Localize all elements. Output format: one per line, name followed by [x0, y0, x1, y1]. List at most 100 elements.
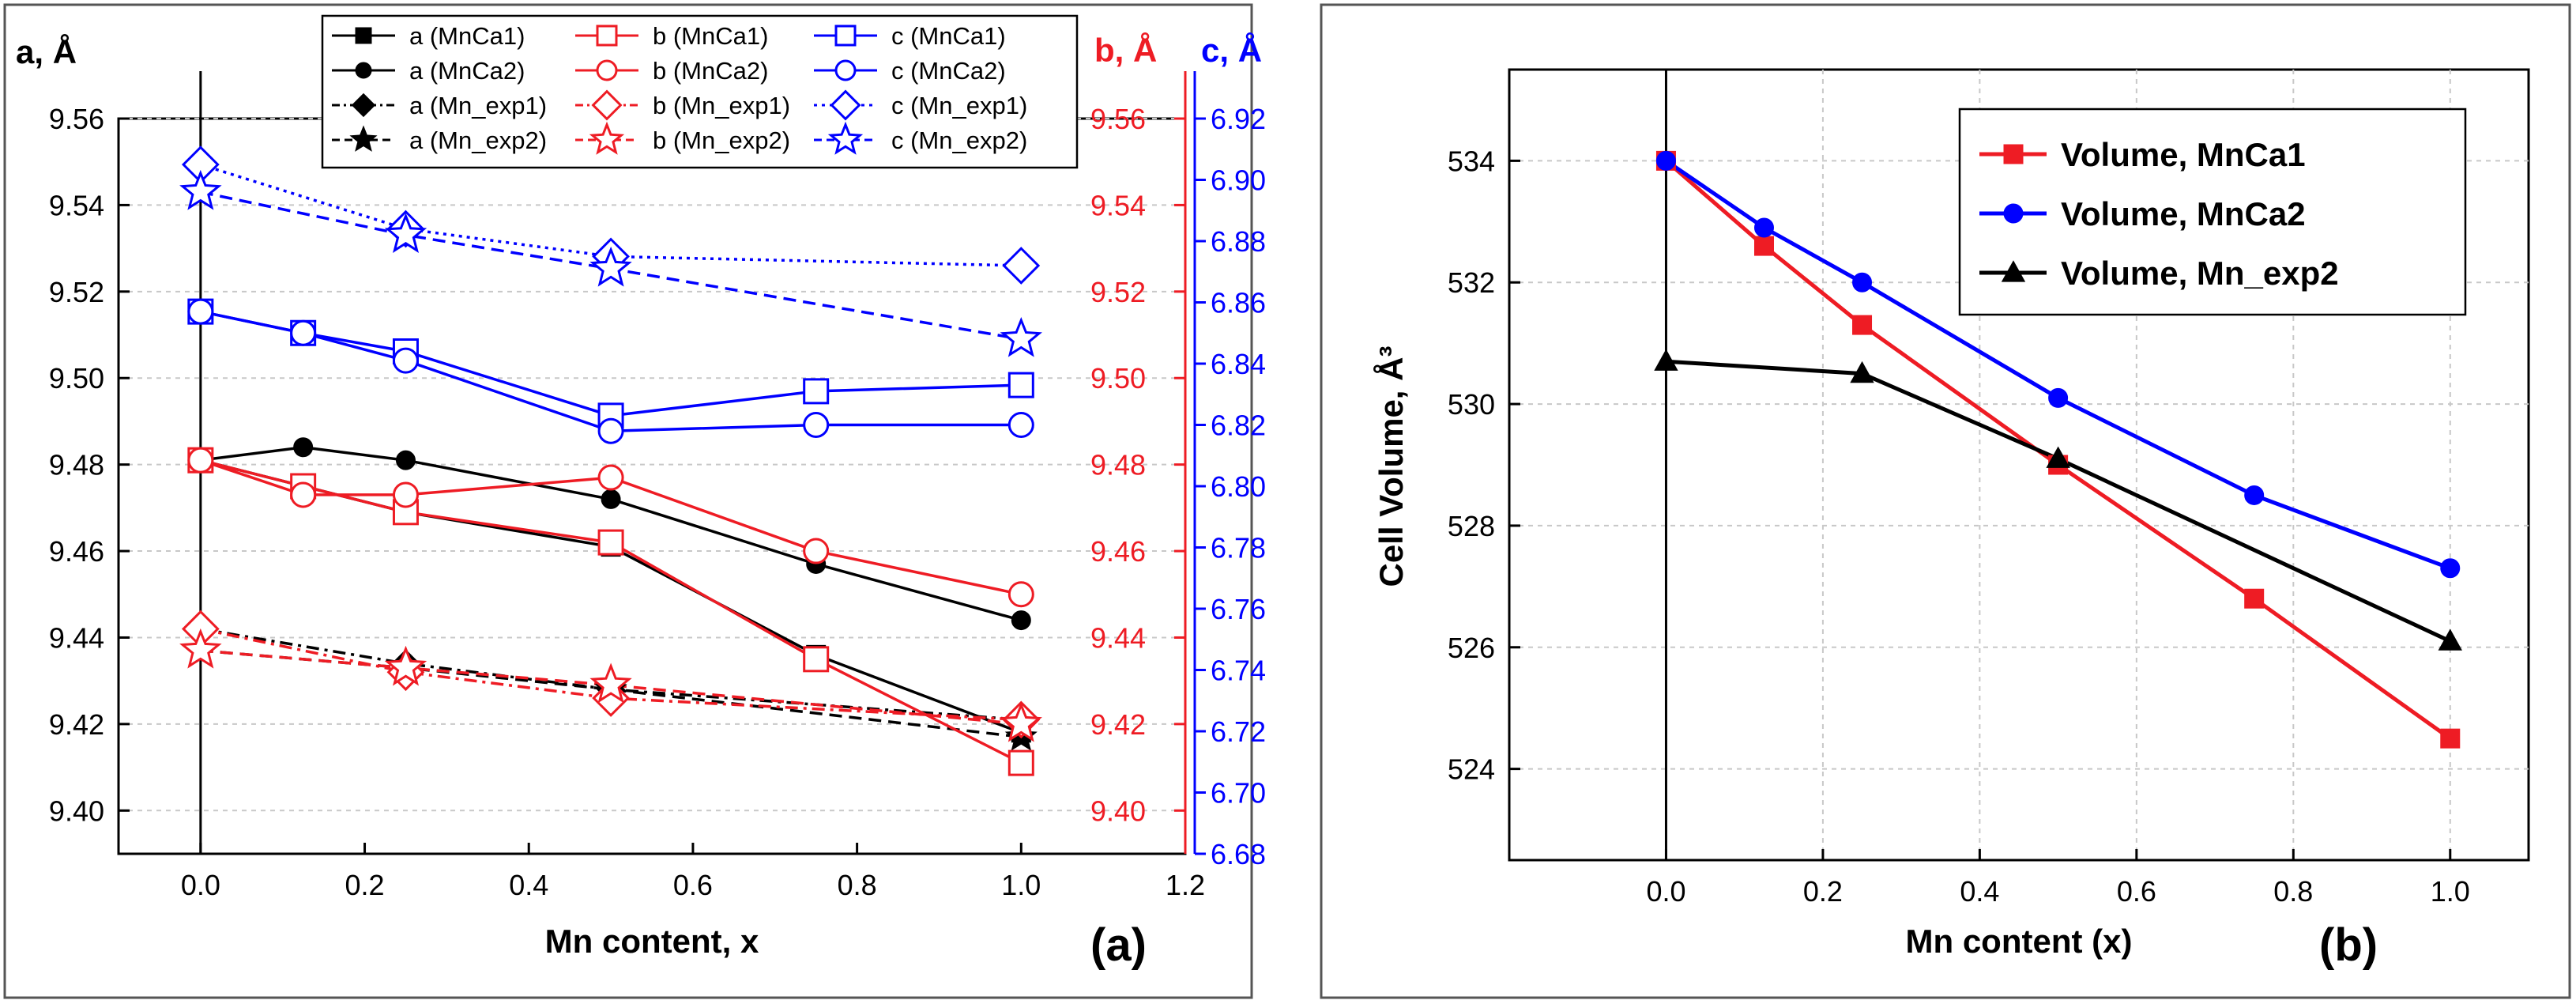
legend-label-c-mnca2: c (MnCa2) — [891, 57, 1006, 85]
legend-label-b-mn-exp1: b (Mn_exp1) — [653, 92, 790, 119]
tick-label-b-x: 0.8 — [2273, 875, 2313, 908]
marker-b-mnca1 — [803, 646, 830, 673]
tick-label-c: 6.84 — [1211, 348, 1266, 380]
legend-marker-volume-mnca1 — [2003, 144, 2024, 164]
legend-label-c-mn-exp1: c (Mn_exp1) — [891, 92, 1027, 119]
gridlines-b — [1509, 70, 2529, 860]
tick-label-a-left: 9.46 — [49, 535, 104, 568]
series-group-b — [1654, 150, 2462, 749]
legend-label-c-mn-exp2: c (Mn_exp2) — [891, 126, 1027, 154]
tick-label-b-y: 532 — [1448, 266, 1495, 299]
legend-label-c-mnca1: c (MnCa1) — [891, 22, 1006, 50]
marker-a-mnca2 — [395, 450, 416, 470]
series-line-volume-mn-exp2 — [1666, 359, 2451, 644]
tick-label-b-y: 526 — [1448, 632, 1495, 664]
tick-label-b-y: 524 — [1448, 753, 1495, 786]
marker-c-mn-exp2 — [179, 169, 222, 210]
b-axis-label: b, Å — [1094, 32, 1157, 69]
legend-a: a (MnCa1) b (MnCa1) c (MnCa1) a (MnCa2) b (M… — [321, 14, 1079, 169]
tick-label-c: 6.80 — [1211, 470, 1266, 503]
marker-volume-mnca2 — [1754, 217, 1774, 238]
marker-b-mnca2 — [187, 447, 214, 474]
legend-label-volume-mnca1: Volume, MnCa1 — [2061, 136, 2306, 173]
marker-a-mnca2 — [293, 437, 314, 458]
legend-marker-c-mnca2 — [834, 59, 857, 81]
marker-c-mn-exp2 — [589, 246, 632, 287]
tick-label-b: 9.48 — [1090, 449, 1146, 481]
marker-b-mnca2 — [392, 481, 419, 508]
marker-c-mn-exp2 — [384, 213, 427, 253]
tick-label-c: 6.82 — [1211, 410, 1266, 442]
legend-label-a-mn-exp2: a (Mn_exp2) — [409, 126, 547, 154]
marker-volume-mn-exp2 — [2046, 446, 2070, 468]
legend-label-b-mnca2: b (MnCa2) — [653, 57, 768, 85]
a-axis-label: a, Å — [16, 33, 77, 70]
tick-label-c: 6.76 — [1211, 593, 1266, 625]
marker-a-mnca2 — [601, 489, 621, 509]
tick-label-a-x: 0.0 — [181, 869, 220, 901]
tick-label-a-left: 9.50 — [49, 362, 104, 394]
legend-marker-a-mnca2 — [355, 62, 372, 79]
tick-label-b: 9.56 — [1090, 103, 1146, 135]
marker-c-mnca2 — [392, 347, 419, 374]
marker-volume-mn-exp2 — [1850, 360, 1874, 383]
marker-c-mnca1 — [803, 378, 830, 405]
marker-volume-mn-exp2 — [2438, 628, 2462, 651]
legend-marker-b-mnca1 — [596, 25, 618, 47]
series-line-volume-mnca1 — [1664, 159, 2452, 741]
series-line-volume-mnca2 — [1665, 159, 2451, 571]
tick-label-b-x: 0.6 — [2117, 875, 2156, 908]
tick-label-a-left: 9.48 — [49, 449, 104, 481]
panel-label-b: (b) — [2319, 919, 2378, 971]
marker-volume-mnca2 — [2244, 485, 2265, 505]
panel-b: 524 526 528 530 532 534 0.0 0.2 0.4 0.6 0.8 1.0 Cel… — [1320, 3, 2571, 999]
legend-label-a-mnca1: a (MnCa1) — [409, 22, 525, 50]
legend-label-b-mn-exp2: b (Mn_exp2) — [653, 126, 790, 154]
marker-b-mnca2 — [803, 538, 830, 564]
marker-b-mn-exp2 — [384, 645, 427, 686]
marker-b-mn-exp2 — [1000, 701, 1042, 742]
legend-label-volume-mnca2: Volume, MnCa2 — [2061, 195, 2306, 232]
tick-label-c: 6.92 — [1211, 103, 1266, 135]
series-line-c-mn-exp1 — [200, 163, 1022, 267]
panel-a: 9.40 9.42 9.44 9.46 9.48 9.50 9.52 9.54 9.56 0.0 0… — [3, 3, 1266, 999]
tick-label-a-x: 1.0 — [1001, 869, 1041, 901]
panel-label-a: (a) — [1090, 919, 1147, 971]
tick-label-a-left: 9.52 — [49, 276, 104, 308]
legend-marker-c-mn-exp1 — [830, 89, 861, 121]
tick-label-c: 6.70 — [1211, 777, 1266, 810]
x-axis-label-b: Mn content (x) — [1906, 923, 2133, 960]
tick-label-a-x: 0.4 — [509, 869, 548, 901]
legend-marker-a-mn-exp1 — [351, 92, 376, 118]
marker-volume-mnca1 — [1852, 315, 1873, 335]
tick-label-a-left: 9.54 — [49, 189, 104, 221]
tick-label-c: 6.88 — [1211, 225, 1266, 258]
series-line-a-mnca2 — [200, 446, 1022, 622]
legend-label-a-mn-exp1: a (Mn_exp1) — [409, 92, 547, 119]
legend-marker-c-mn-exp2 — [827, 121, 864, 155]
marker-volume-mnca2 — [1655, 150, 1676, 171]
marker-c-mnca2 — [803, 412, 830, 438]
legend-marker-volume-mnca2 — [2003, 203, 2024, 224]
y-axis-label-b: Cell Volume, Å³ — [1373, 346, 1410, 587]
series-line-b-mn-exp2 — [200, 649, 1022, 726]
marker-volume-mnca1 — [1754, 236, 1774, 256]
legend-marker-volume-mn-exp2 — [2001, 260, 2026, 282]
marker-volume-mnca2 — [2048, 387, 2069, 408]
legend-marker-c-mnca1 — [834, 25, 857, 47]
axes-b: 524 526 528 530 532 534 0.0 0.2 0.4 0.6 0.8 1.0 — [1448, 145, 2470, 908]
tick-label-b: 9.54 — [1090, 189, 1146, 221]
marker-b-mnca1 — [597, 529, 624, 556]
marker-b-mnca2 — [290, 481, 317, 508]
tick-label-b-y: 530 — [1448, 388, 1495, 421]
tick-label-b: 9.46 — [1090, 535, 1146, 568]
tick-label-c: 6.68 — [1211, 838, 1266, 870]
marker-b-mnca2 — [1007, 581, 1034, 608]
marker-b-mn-exp2 — [179, 628, 222, 669]
tick-label-c: 6.86 — [1211, 287, 1266, 319]
series-line-c-mnca2 — [200, 310, 1022, 433]
c-axis-label: c, Å — [1201, 32, 1262, 69]
marker-c-mnca2 — [1007, 412, 1034, 438]
legend-marker-b-mn-exp1 — [591, 89, 623, 121]
